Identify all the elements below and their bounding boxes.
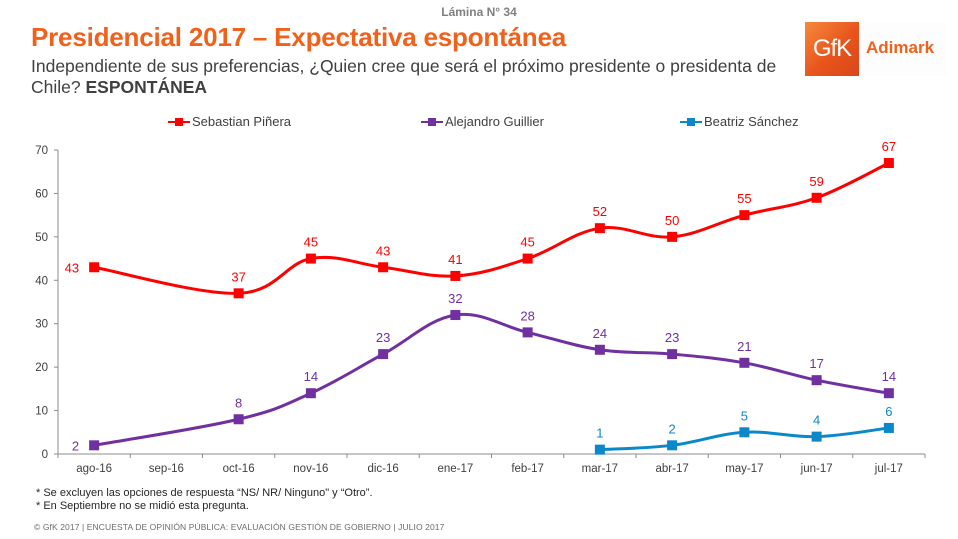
data-point-alejandro-guillier [233, 414, 244, 425]
adimark-logo-text: Adimark [866, 38, 935, 57]
data-label-alejandro-guillier: 17 [809, 356, 823, 371]
data-label-alejandro-guillier: 32 [448, 291, 462, 306]
data-point-beatriz-sanchez [594, 444, 605, 455]
y-tick-label: 60 [35, 188, 48, 200]
legend-label: Alejandro Guillier [445, 114, 544, 129]
x-tick-label: ene-17 [437, 463, 473, 475]
data-label-alejandro-guillier: 21 [737, 339, 751, 354]
data-point-alejandro-guillier [522, 327, 533, 338]
data-label-beatriz-sanchez: 4 [813, 413, 820, 428]
question-subtitle: Independiente de sus preferencias, ¿Quie… [31, 56, 821, 98]
slide-number: Lámina N° 34 [441, 5, 517, 19]
legend-label: Beatriz Sánchez [704, 114, 799, 129]
question-text: Independiente de sus preferencias, ¿Quie… [31, 56, 777, 97]
x-tick-label: sep-16 [149, 463, 184, 475]
data-point-sebastian-pinera [811, 192, 822, 203]
data-point-alejandro-guillier [305, 388, 316, 399]
data-label-sebastian-pinera: 41 [448, 252, 462, 267]
x-tick-label: jul-17 [874, 463, 903, 475]
data-point-beatriz-sanchez [883, 422, 894, 433]
data-label-sebastian-pinera: 55 [737, 191, 751, 206]
data-point-sebastian-pinera [305, 253, 316, 264]
y-tick-label: 30 [35, 319, 48, 331]
x-tick-label: abr-17 [656, 463, 689, 475]
data-label-beatriz-sanchez: 1 [596, 426, 603, 441]
series-line-sebastian-pinera [93, 161, 890, 295]
legend-item-sanchez: Beatriz Sánchez [680, 114, 799, 129]
data-label-alejandro-guillier: 14 [882, 369, 896, 384]
data-label-beatriz-sanchez: 2 [669, 421, 676, 436]
gfk-logo-mark: GfK [805, 22, 859, 76]
data-point-alejandro-guillier [667, 349, 678, 360]
data-label-alejandro-guillier: 2 [72, 438, 79, 453]
data-label-alejandro-guillier: 28 [520, 308, 534, 323]
footer-copyright: © GfK 2017 | ENCUESTA DE OPINIÓN PÚBLICA… [34, 522, 445, 532]
data-point-sebastian-pinera [233, 288, 244, 299]
data-point-alejandro-guillier [594, 344, 605, 355]
x-tick-label: may-17 [725, 463, 763, 475]
x-tick-label: feb-17 [511, 463, 544, 475]
page-title: Presidencial 2017 – Expectativa espontán… [31, 22, 566, 52]
data-label-beatriz-sanchez: 6 [885, 404, 892, 419]
data-point-sebastian-pinera [594, 223, 605, 234]
data-label-sebastian-pinera: 67 [882, 139, 896, 154]
data-point-sebastian-pinera [450, 270, 461, 281]
chart-legend: Sebastian Piñera Alejandro Guillier Beat… [0, 114, 958, 132]
y-tick-label: 0 [42, 449, 48, 461]
question-type: ESPONTÁNEA [85, 77, 208, 97]
data-label-sebastian-pinera: 43 [65, 260, 79, 275]
x-tick-label: mar-17 [582, 463, 618, 475]
data-label-alejandro-guillier: 14 [304, 369, 318, 384]
series-line-alejandro-guillier [93, 312, 890, 447]
data-label-sebastian-pinera: 52 [593, 204, 607, 219]
data-label-sebastian-pinera: 45 [304, 235, 318, 250]
legend-swatch-pinera [168, 117, 190, 127]
legend-item-pinera: Sebastian Piñera [168, 114, 291, 129]
data-label-sebastian-pinera: 43 [376, 243, 390, 258]
x-tick-label: dic-16 [367, 463, 398, 475]
y-tick-label: 40 [35, 275, 48, 287]
gfk-adimark-logo: GfK Adimark [805, 22, 947, 76]
data-point-alejandro-guillier [378, 349, 389, 360]
legend-item-guillier: Alejandro Guillier [421, 114, 544, 129]
data-label-sebastian-pinera: 59 [809, 174, 823, 189]
data-label-alejandro-guillier: 8 [235, 395, 242, 410]
data-point-sebastian-pinera [667, 231, 678, 242]
data-label-sebastian-pinera: 37 [231, 269, 245, 284]
data-point-sebastian-pinera [739, 210, 750, 221]
data-point-alejandro-guillier [811, 375, 822, 386]
data-label-alejandro-guillier: 23 [665, 330, 679, 345]
chart-notes: * Se excluyen las opciones de respuesta … [36, 487, 373, 513]
x-tick-label: jun-17 [800, 463, 833, 475]
data-point-beatriz-sanchez [667, 440, 678, 451]
data-point-alejandro-guillier [450, 310, 461, 321]
note-excluded-options: * Se excluyen las opciones de respuesta … [36, 487, 373, 499]
data-label-alejandro-guillier: 23 [376, 330, 390, 345]
x-tick-label: oct-16 [223, 463, 255, 475]
y-tick-label: 70 [35, 145, 48, 157]
data-point-beatriz-sanchez [739, 427, 750, 438]
data-label-beatriz-sanchez: 5 [741, 408, 748, 423]
legend-swatch-guillier [421, 117, 443, 127]
y-tick-label: 20 [35, 362, 48, 374]
data-point-alejandro-guillier [883, 388, 894, 399]
legend-swatch-sanchez [680, 117, 702, 127]
data-label-sebastian-pinera: 50 [665, 213, 679, 228]
data-point-sebastian-pinera [522, 253, 533, 264]
legend-label: Sebastian Piñera [192, 114, 292, 129]
data-point-sebastian-pinera [883, 158, 894, 169]
data-point-alejandro-guillier [89, 440, 100, 451]
x-tick-label: nov-16 [293, 463, 328, 475]
data-point-sebastian-pinera [89, 262, 100, 273]
y-tick-label: 50 [35, 232, 48, 244]
x-tick-label: ago-16 [76, 463, 112, 475]
data-point-beatriz-sanchez [811, 431, 822, 442]
data-label-alejandro-guillier: 24 [593, 326, 607, 341]
data-label-sebastian-pinera: 45 [520, 235, 534, 250]
note-september: * En Septiembre no se midió esta pregunt… [36, 500, 249, 512]
y-tick-label: 10 [35, 406, 48, 418]
data-point-sebastian-pinera [378, 262, 389, 273]
data-point-alejandro-guillier [739, 357, 750, 368]
